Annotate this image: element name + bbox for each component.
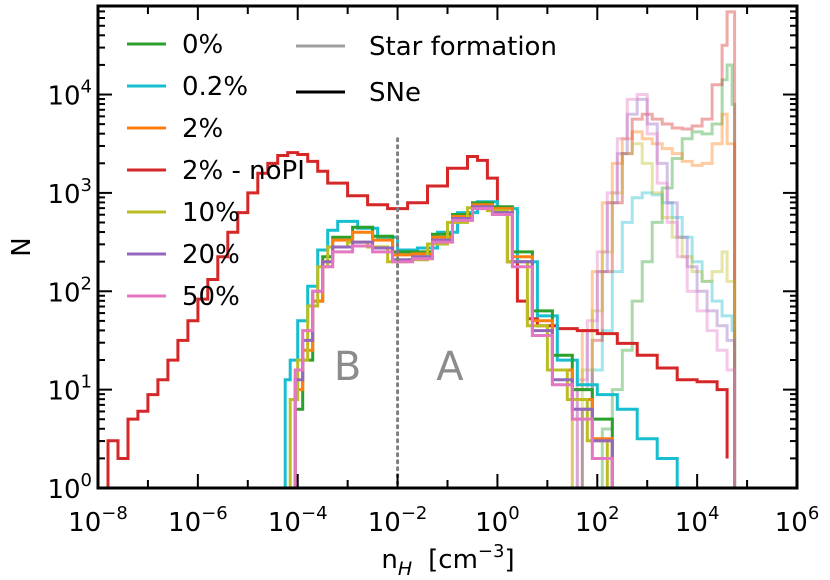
tick-exp: 6 — [808, 503, 819, 524]
sf-series-2pct-nopi — [577, 10, 737, 490]
x-label-main: n — [381, 545, 397, 575]
x-label-unit-sup: −3 — [478, 541, 505, 562]
tick-base: 10 — [268, 508, 301, 538]
legend: 0% 0.2% 2% 2% - noPI 10% 20% 50% Star formation… — [127, 30, 557, 312]
sf-series-2pct — [567, 112, 737, 490]
x-tick-label: 10−2 — [368, 503, 428, 538]
tick-exp: 3 — [81, 175, 92, 196]
star-formation-series-layer — [567, 10, 737, 490]
legend-label-star-formation: Star formation — [369, 32, 557, 62]
sf-series-0-2pct — [577, 191, 737, 490]
tick-base: 10 — [47, 82, 80, 112]
sf-series-50pct — [572, 93, 737, 490]
region-labels: B A — [334, 344, 464, 390]
y-tick-label: 103 — [47, 175, 92, 210]
tick-exp: −6 — [201, 503, 228, 524]
legend-label-20pct: 20% — [182, 240, 240, 270]
tick-base: 10 — [47, 278, 80, 308]
tick-exp: 2 — [81, 273, 92, 294]
sne-series-layer — [98, 151, 729, 490]
region-label-b: B — [334, 344, 361, 390]
y-tick-label: 101 — [47, 372, 92, 407]
y-axis-label: N — [7, 237, 37, 256]
tick-exp: 2 — [608, 503, 619, 524]
y-tick-label: 102 — [47, 273, 92, 308]
tick-base: 10 — [47, 377, 80, 407]
tick-exp: 0 — [508, 503, 519, 524]
x-tick-label: 10−8 — [68, 503, 128, 538]
legend-label-0pct: 0% — [182, 30, 223, 60]
x-label-unit-post: ] — [504, 545, 514, 575]
tick-exp: 1 — [81, 372, 92, 393]
tick-base: 10 — [575, 508, 608, 538]
tick-base: 10 — [475, 508, 508, 538]
legend-label-0-2pct: 0.2% — [182, 72, 248, 102]
legend-label-2pct: 2% — [182, 114, 223, 144]
tick-exp: −8 — [101, 503, 128, 524]
x-tick-label: 100 — [475, 503, 520, 538]
legend-label-50pct: 50% — [182, 282, 240, 312]
sf-series-20pct — [572, 97, 737, 490]
x-tick-labels: 10−8 10−6 10−4 10−2 100 102 104 106 — [68, 503, 819, 538]
x-label-sub: H — [398, 558, 412, 580]
axis-ticks — [97, 6, 798, 489]
legend-label-2pct-nopi: 2% - noPI — [182, 156, 305, 186]
x-tick-label: 106 — [775, 503, 820, 538]
tick-exp: 4 — [708, 503, 719, 524]
region-label-a: A — [436, 344, 464, 390]
tick-base: 10 — [68, 508, 101, 538]
y-tick-label: 100 — [47, 470, 92, 505]
tick-base: 10 — [168, 508, 201, 538]
tick-exp: −2 — [401, 503, 428, 524]
x-axis-label: nH [cm−3] — [381, 541, 514, 580]
legend-label-10pct: 10% — [182, 198, 240, 228]
sne-series-0-2pct — [282, 200, 679, 490]
tick-base: 10 — [775, 508, 808, 538]
tick-base: 10 — [368, 508, 401, 538]
tick-base: 10 — [47, 180, 80, 210]
sf-series-0pct — [597, 63, 737, 490]
tick-exp: 0 — [81, 470, 92, 491]
y-tick-label: 104 — [47, 77, 92, 112]
sne-series-2pct-nopi — [98, 151, 729, 490]
x-label-unit-pre: [cm — [428, 545, 478, 575]
legend-label-sne: SNe — [369, 78, 421, 108]
x-tick-label: 10−4 — [268, 503, 328, 538]
x-tick-label: 10−6 — [168, 503, 228, 538]
tick-base: 10 — [47, 475, 80, 505]
x-tick-label: 102 — [575, 503, 620, 538]
tick-exp: 4 — [81, 77, 92, 98]
tick-base: 10 — [675, 508, 708, 538]
sf-series-10pct — [567, 142, 737, 490]
x-tick-label: 104 — [675, 503, 720, 538]
tick-exp: −4 — [301, 503, 328, 524]
sne-series-50pct — [292, 207, 614, 490]
